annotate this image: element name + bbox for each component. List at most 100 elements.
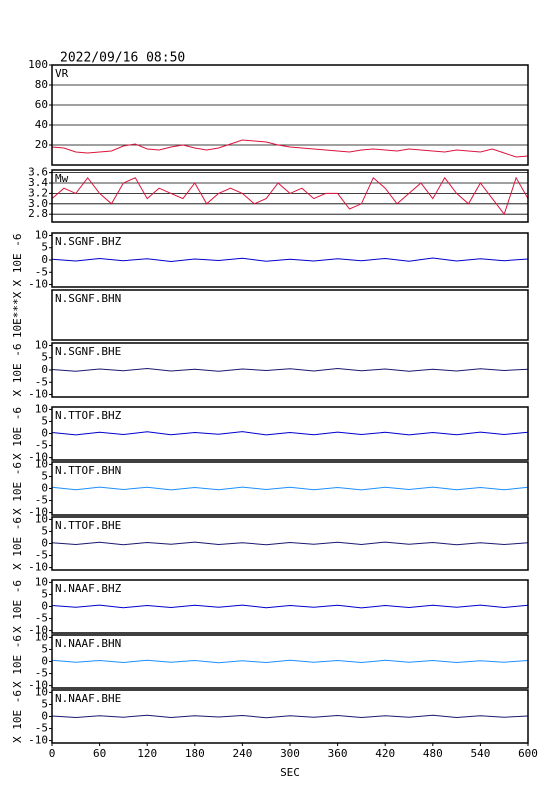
y-tick-label: -5 [35, 612, 48, 625]
y-tick-label: 5 [41, 469, 48, 482]
panel-label: VR [55, 67, 69, 80]
y-tick-label: 0 [41, 710, 48, 723]
panel-label: N.SGNF.BHZ [55, 235, 122, 248]
panel-frame [51, 64, 529, 166]
y-tick-label: 3.2 [28, 186, 48, 199]
y-axis-label: X 10E -6 [11, 344, 24, 397]
y-tick-label: -5 [35, 722, 48, 735]
y-tick-label: 10 [35, 512, 48, 525]
x-tick-label: 180 [185, 747, 205, 760]
y-tick-label: -10 [28, 624, 48, 637]
x-tick-label: 240 [232, 747, 252, 760]
y-tick-label: 10 [35, 575, 48, 588]
y-tick-label: -5 [35, 265, 48, 278]
y-tick-label: 0 [41, 482, 48, 495]
y-tick-label: 0 [41, 253, 48, 266]
y-tick-label: 5 [41, 697, 48, 710]
y-tick-label: 10 [35, 338, 48, 351]
panel-label: N.NAAF.BHZ [55, 582, 122, 595]
panel-label: N.TTOF.BHE [55, 519, 121, 532]
x-tick-label: 420 [375, 747, 395, 760]
y-tick-label: 20 [35, 138, 48, 151]
y-tick-label: 80 [35, 78, 48, 91]
y-axis-label: X 10E -6 [11, 580, 24, 633]
panel-label: N.SGNF.BHE [55, 345, 121, 358]
panel-frame [51, 461, 529, 516]
y-tick-label: -5 [35, 439, 48, 452]
x-axis-label: SEC [280, 766, 300, 779]
y-tick-label: 3.0 [28, 197, 48, 210]
y-axis-label: X 10E -6 [11, 462, 24, 515]
y-tick-label: -10 [28, 278, 48, 291]
panel-frame [51, 634, 529, 689]
x-tick-label: 300 [280, 747, 300, 760]
panel-label: N.TTOF.BHN [55, 464, 121, 477]
panel-label: N.NAAF.BHN [55, 637, 121, 650]
data-line [51, 714, 529, 719]
y-tick-label: 10 [35, 630, 48, 643]
chart-title: 2022/09/16 08:50 [60, 51, 185, 66]
y-tick-label: -10 [28, 506, 48, 519]
y-tick-label: 5 [41, 351, 48, 364]
x-tick-label: 0 [49, 747, 56, 760]
panel-frame [51, 406, 529, 461]
panel-frame [51, 516, 529, 571]
y-tick-label: -5 [35, 667, 48, 680]
y-axis-label: 10E***X [11, 291, 24, 338]
y-tick-label: 100 [28, 58, 48, 71]
y-tick-label: 5 [41, 587, 48, 600]
panel-label: N.NAAF.BHE [55, 692, 121, 705]
x-tick-label: 360 [328, 747, 348, 760]
y-tick-label: 10 [35, 685, 48, 698]
x-tick-label: 120 [137, 747, 157, 760]
data-line [51, 139, 529, 158]
data-line [51, 431, 529, 436]
y-tick-label: 10 [35, 402, 48, 415]
y-tick-label: 3.6 [28, 166, 48, 179]
data-line [51, 367, 529, 372]
y-tick-label: 0 [41, 537, 48, 550]
panel-frame [51, 289, 529, 341]
data-line [51, 541, 529, 546]
panel-label: N.SGNF.BHN [55, 292, 121, 305]
panel-label: N.TTOF.BHZ [55, 409, 122, 422]
panel-frame [51, 579, 529, 634]
y-tick-label: 60 [35, 98, 48, 111]
y-tick-label: 3.4 [28, 176, 48, 189]
y-tick-label: 5 [41, 241, 48, 254]
y-tick-label: 5 [41, 642, 48, 655]
panel-frame [51, 232, 529, 288]
x-tick-label: 60 [93, 747, 106, 760]
y-tick-label: -10 [28, 679, 48, 692]
x-tick-label: 600 [518, 747, 538, 760]
y-tick-label: 10 [35, 457, 48, 470]
y-axis-label: X 10E -6 [11, 517, 24, 570]
y-tick-label: 0 [41, 600, 48, 613]
panel-label: Mw [55, 172, 69, 185]
panel-frame [51, 689, 529, 744]
y-tick-label: -10 [28, 734, 48, 747]
panel-frame [51, 169, 529, 223]
y-axis-label: X 10E -6 [11, 690, 24, 743]
y-tick-label: 0 [41, 655, 48, 668]
y-tick-label: 2.8 [28, 207, 48, 220]
y-axis-label: X 10E -6 [11, 234, 24, 287]
panel-frame [51, 342, 529, 398]
data-line [51, 176, 529, 216]
data-line [51, 486, 529, 491]
y-tick-label: 5 [41, 414, 48, 427]
y-tick-label: 0 [41, 363, 48, 376]
y-tick-label: 40 [35, 118, 48, 131]
y-tick-label: -5 [35, 494, 48, 507]
y-tick-label: 0 [41, 427, 48, 440]
y-tick-label: -5 [35, 549, 48, 562]
x-tick-label: 480 [423, 747, 443, 760]
y-tick-label: 5 [41, 524, 48, 537]
x-tick-label: 540 [470, 747, 490, 760]
y-tick-label: -5 [35, 375, 48, 388]
data-line [51, 604, 529, 609]
y-axis-label: X 10E -6 [11, 635, 24, 688]
data-line [51, 257, 529, 263]
y-tick-label: -10 [28, 388, 48, 401]
